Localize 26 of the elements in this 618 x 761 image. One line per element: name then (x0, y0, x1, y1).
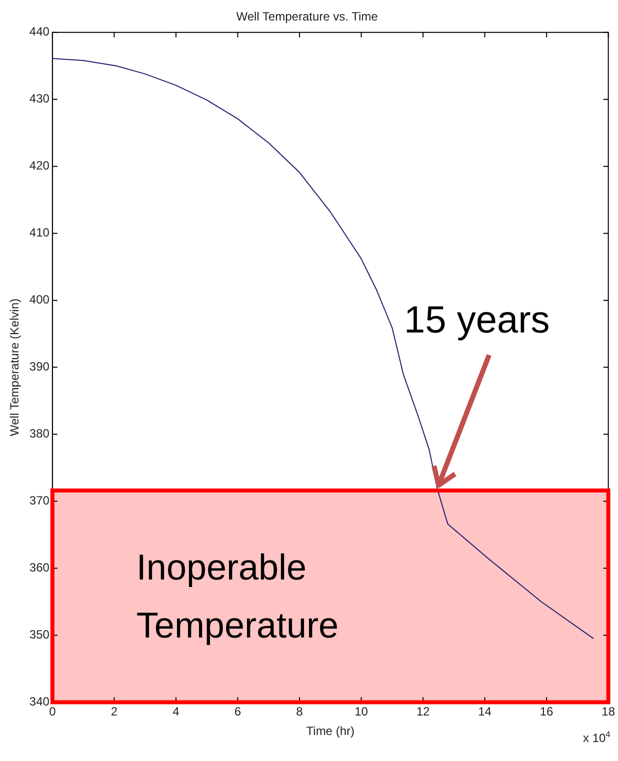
y-tick-label: 350 (29, 628, 50, 642)
y-tick-label: 360 (29, 560, 50, 575)
y-tick-label: 440 (29, 24, 50, 39)
y-tick-label: 420 (29, 158, 50, 173)
y-tick-label: 370 (29, 494, 50, 508)
y-axis-title: Well Temperature (Kelvin) (8, 298, 22, 436)
x-tick-label: 2 (110, 704, 118, 719)
x-tick-label: 8 (296, 704, 304, 719)
y-tick-label: 400 (29, 292, 50, 307)
x-tick-label: 12 (416, 704, 430, 719)
y-tick-label: 390 (29, 360, 50, 374)
y-tick-label: 410 (29, 226, 50, 240)
x-tick-label: 6 (234, 704, 242, 719)
x-tick-label: 10 (354, 704, 368, 719)
x-tick-label: 18 (602, 704, 616, 719)
x-tick-label: 14 (478, 704, 492, 719)
x-tick-label: 0 (49, 704, 56, 719)
band-label: Inoperable Temperature (136, 546, 339, 646)
x-axis-title: Time (hr) (306, 724, 354, 738)
x-tick-label: 4 (172, 704, 180, 719)
y-tick-label: 380 (29, 426, 50, 441)
annotation: 15 years (404, 300, 550, 342)
x-tick-label: 16 (540, 704, 554, 719)
y-tick-label: 340 (29, 694, 50, 709)
y-tick-label: 430 (29, 92, 50, 106)
chart-title: Well Temperature vs. Time (236, 10, 378, 24)
